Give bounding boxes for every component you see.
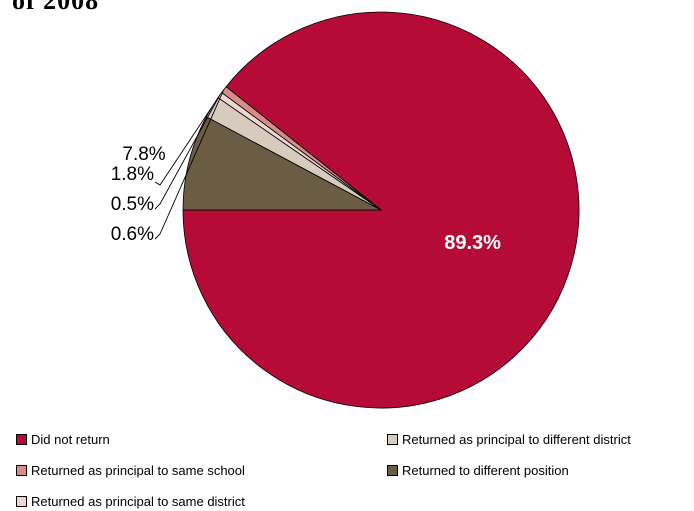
pie-slice-returned-to-different-position [182, 116, 382, 211]
chart-title: of 2008 [12, 0, 100, 15]
legend-item-returned-as-principal-to-same-district: Returned as principal to same district [16, 493, 245, 509]
data-label-did-not-return: 89.3% [444, 232, 501, 254]
leader-line-returned-as-principal-to-same-school [154, 89, 225, 240]
leader-line-returned-as-principal-to-same-district [154, 94, 221, 210]
pie-chart: 89.3% 0.6% 0.5% 1.8%7.8% [111, 11, 580, 409]
legend-swatch [16, 433, 27, 445]
legend-item-returned-to-different-position: Returned to different position [387, 462, 569, 478]
legend-label: Returned as principal to same school [31, 462, 245, 478]
data-label-returned-as-principal-to-different-district: 1.8% [111, 164, 154, 185]
data-label-returned-to-different-position: 7.8% [122, 144, 165, 165]
legend-label: Returned as principal to same district [31, 493, 245, 509]
legend-swatch [16, 464, 27, 476]
legend-label: Did not return [31, 431, 110, 447]
data-label-returned-as-principal-to-same-school: 0.6% [111, 224, 154, 245]
legend-swatch [387, 464, 398, 476]
data-label-returned-as-principal-to-same-district: 0.5% [111, 194, 154, 215]
legend-label: Returned as principal to different distr… [402, 431, 631, 447]
legend-swatch [387, 433, 398, 445]
legend-item-returned-as-principal-to-same-school: Returned as principal to same school [16, 462, 245, 478]
leader-line-returned-as-principal-to-different-district [154, 106, 213, 186]
legend-item-did-not-return: Did not return [16, 431, 110, 447]
legend-swatch [16, 495, 27, 507]
legend-item-returned-as-principal-to-different-district: Returned as principal to different distr… [387, 431, 631, 447]
legend-label: Returned to different position [402, 462, 569, 478]
